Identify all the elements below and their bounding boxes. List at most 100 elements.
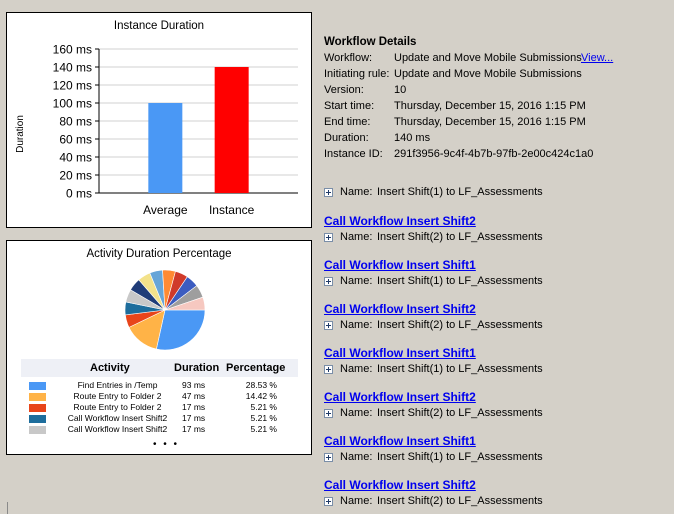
- legend-swatch: [29, 426, 46, 434]
- row-activity: Route Entry to Folder 2: [73, 402, 162, 412]
- row-percentage: 14.42 %: [245, 391, 277, 401]
- expand-plus-icon[interactable]: [324, 188, 333, 197]
- activity-name-value: Insert Shift(2) to LF_Assessments: [377, 495, 543, 507]
- detail-key: Version:: [324, 84, 364, 96]
- detail-key: Start time:: [324, 100, 375, 112]
- activity-table-row: Call Workflow Insert Shift2 17 ms 5.21 %: [29, 424, 289, 435]
- y-tick-label: 160 ms: [53, 43, 92, 57]
- workflow-details-title: Workflow Details: [324, 36, 417, 48]
- instance-duration-panel: Instance Duration Duration 0 ms 20 ms 40 m…: [6, 12, 312, 228]
- activity-name-label: Name:: [340, 231, 373, 243]
- detail-key: Duration:: [324, 132, 369, 144]
- expand-plus-icon[interactable]: [324, 453, 333, 462]
- detail-value: Thursday, December 15, 2016 1:15 PM: [394, 100, 586, 112]
- activity-name-value: Insert Shift(1) to LF_Assessments: [377, 451, 543, 463]
- detail-value: Update and Move Mobile Submissions: [394, 52, 582, 64]
- legend-swatch: [29, 393, 46, 401]
- pie-slice: [156, 309, 206, 351]
- row-percentage: 5.21 %: [250, 424, 277, 434]
- x-tick-label: Average: [143, 203, 188, 217]
- row-percentage: 5.21 %: [250, 402, 277, 412]
- activity-table-row: Find Entries in /Temp 93 ms 28.53 %: [29, 380, 289, 391]
- detail-value: 140 ms: [394, 132, 431, 144]
- detail-key: Initiating rule:: [324, 68, 390, 80]
- row-duration: 17 ms: [182, 402, 206, 412]
- activity-name-value: Insert Shift(2) to LF_Assessments: [377, 319, 543, 331]
- detail-key: End time:: [324, 116, 371, 128]
- activity-name-label: Name:: [340, 319, 373, 331]
- row-activity: Find Entries in /Temp: [77, 380, 158, 390]
- y-tick-label: 60 ms: [59, 133, 92, 147]
- detail-value: Update and Move Mobile Submissions: [394, 68, 582, 80]
- activity-link[interactable]: Call Workflow Insert Shift1: [324, 434, 476, 448]
- row-duration: 17 ms: [182, 424, 206, 434]
- y-tick-label: 0 ms: [66, 187, 92, 201]
- activity-link[interactable]: Call Workflow Insert Shift2: [324, 478, 476, 492]
- activity-table-row: Route Entry to Folder 2 47 ms 14.42 %: [29, 391, 289, 402]
- activity-name-value: Insert Shift(1) to LF_Assessments: [377, 275, 543, 287]
- y-tick-label: 100 ms: [53, 97, 92, 111]
- detail-key: Instance ID:: [324, 148, 383, 160]
- expand-plus-icon[interactable]: [324, 321, 333, 330]
- detail-key: Workflow:: [324, 52, 373, 64]
- activity-link[interactable]: Call Workflow Insert Shift1: [324, 258, 476, 272]
- activity-link[interactable]: Call Workflow Insert Shift2: [324, 390, 476, 404]
- activity-duration-panel: Activity Duration Percentage Activity Du…: [6, 240, 312, 455]
- instance-duration-chart: Duration 0 ms 20 ms 40 ms 60 ms 80 ms 100 ms 1…: [15, 43, 298, 217]
- activity-pie-chart: [124, 269, 206, 351]
- activity-link[interactable]: Call Workflow Insert Shift2: [324, 214, 476, 228]
- expand-plus-icon[interactable]: [324, 409, 333, 418]
- activity-link[interactable]: Call Workflow Insert Shift1: [324, 346, 476, 360]
- y-tick-label: 140 ms: [53, 61, 92, 75]
- row-duration: 47 ms: [182, 391, 206, 401]
- activity-duration-title: Activity Duration Percentage: [86, 248, 232, 260]
- activity-table-header: Activity Duration Percentage: [21, 359, 298, 377]
- activity-name-value: Insert Shift(1) to LF_Assessments: [377, 186, 543, 198]
- y-tick-label: 20 ms: [59, 169, 92, 183]
- activity-name-label: Name:: [340, 363, 373, 375]
- expand-plus-icon[interactable]: [324, 277, 333, 286]
- activity-name-value: Insert Shift(2) to LF_Assessments: [377, 407, 543, 419]
- activity-name-label: Name:: [340, 495, 373, 507]
- view-workflow-link[interactable]: View...: [581, 52, 614, 64]
- pie-slice: [164, 296, 206, 311]
- bar-instance: [214, 67, 249, 193]
- y-axis-label: Duration: [15, 115, 26, 153]
- y-tick-label: 80 ms: [59, 115, 92, 129]
- legend-swatch: [29, 382, 46, 390]
- activity-name-value: Insert Shift(2) to LF_Assessments: [377, 231, 543, 243]
- activity-name-label: Name:: [340, 407, 373, 419]
- activity-table-row: Route Entry to Folder 2 17 ms 5.21 %: [29, 402, 289, 413]
- scroll-edge-mark: [7, 502, 8, 514]
- detail-value: Thursday, December 15, 2016 1:15 PM: [394, 116, 586, 128]
- y-tick-label: 40 ms: [59, 151, 92, 165]
- activity-name-label: Name:: [340, 275, 373, 287]
- header-duration: Duration: [174, 362, 220, 374]
- activity-link[interactable]: Call Workflow Insert Shift2: [324, 302, 476, 316]
- bar-average: [148, 103, 183, 193]
- row-activity: Call Workflow Insert Shift2: [67, 413, 168, 423]
- legend-swatch: [29, 415, 46, 423]
- detail-value: 291f3956-9c4f-4b7b-97fb-2e00c424c1a0: [394, 148, 594, 160]
- expand-plus-icon[interactable]: [324, 233, 333, 242]
- row-duration: 17 ms: [182, 413, 206, 423]
- more-rows-indicator: • • •: [153, 439, 180, 450]
- expand-plus-icon[interactable]: [324, 365, 333, 374]
- activity-name-label: Name:: [340, 186, 373, 198]
- activity-name-value: Insert Shift(1) to LF_Assessments: [377, 363, 543, 375]
- activity-name-label: Name:: [340, 451, 373, 463]
- x-tick-label: Instance: [209, 203, 255, 217]
- row-activity: Route Entry to Folder 2: [73, 391, 162, 401]
- instance-duration-title: Instance Duration: [113, 20, 205, 32]
- header-percentage: Percentage: [226, 362, 286, 374]
- activity-table-row: Call Workflow Insert Shift2 17 ms 5.21 %: [29, 413, 289, 424]
- row-percentage: 28.53 %: [245, 380, 277, 390]
- row-duration: 93 ms: [182, 380, 206, 390]
- legend-swatch: [29, 404, 46, 412]
- row-percentage: 5.21 %: [250, 413, 277, 423]
- expand-plus-icon[interactable]: [324, 497, 333, 506]
- header-activity: Activity: [90, 362, 130, 374]
- detail-value: 10: [394, 84, 407, 96]
- y-tick-label: 120 ms: [53, 79, 92, 93]
- row-activity: Call Workflow Insert Shift2: [67, 424, 168, 434]
